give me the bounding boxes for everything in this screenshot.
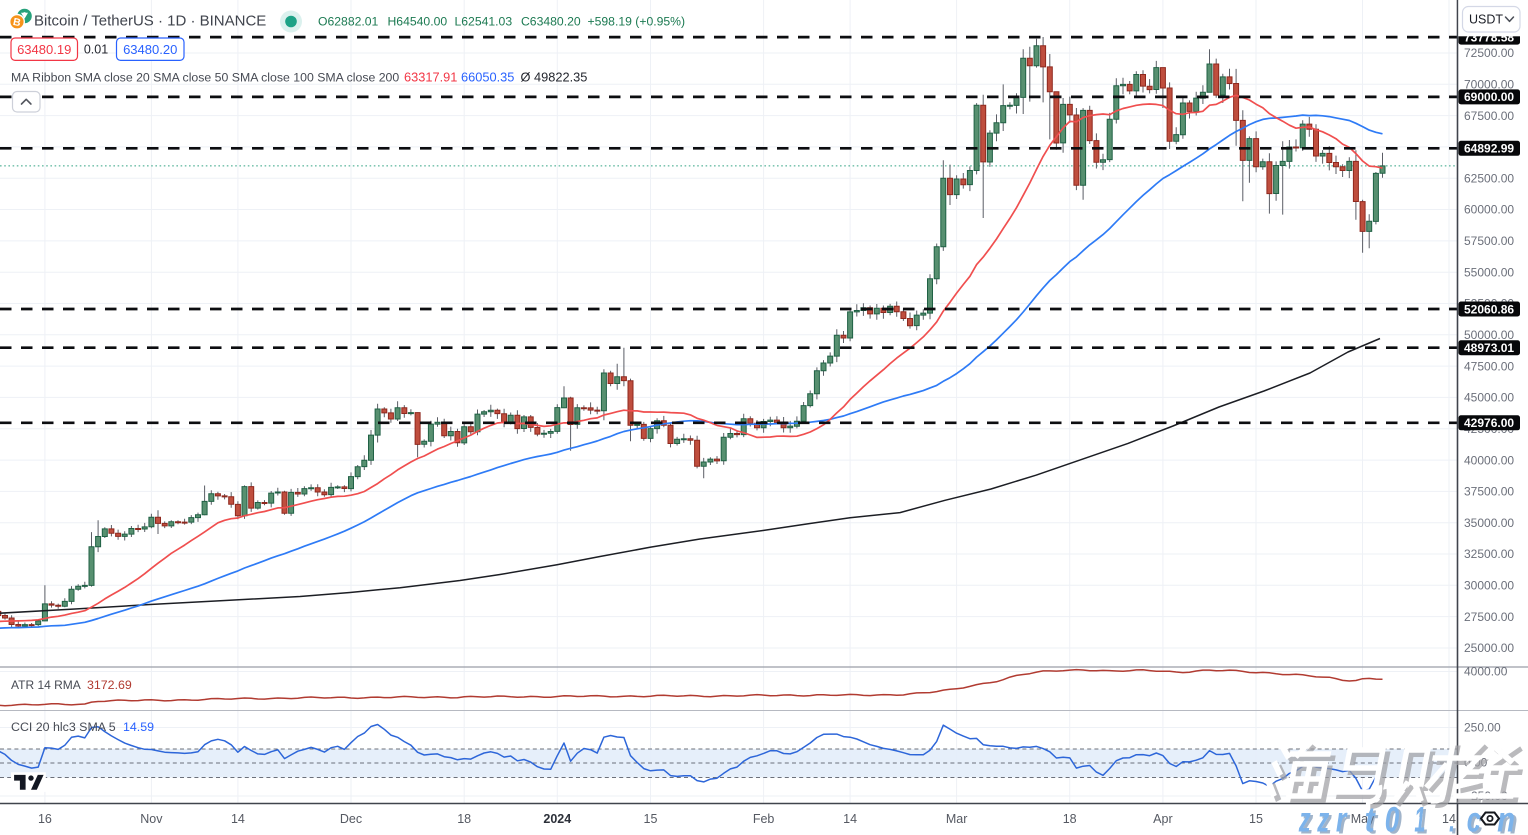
svg-text:Apr: Apr: [1153, 812, 1172, 826]
svg-text:45000.00: 45000.00: [1464, 391, 1514, 405]
svg-text:14: 14: [1442, 812, 1456, 826]
svg-text:3172.69: 3172.69: [87, 678, 132, 692]
svg-text:z: z: [1317, 801, 1330, 835]
svg-text:1: 1: [1417, 803, 1428, 835]
svg-text:67500.00: 67500.00: [1464, 109, 1514, 123]
svg-text:40000.00: 40000.00: [1464, 453, 1514, 467]
svg-text:18: 18: [457, 812, 471, 826]
svg-text:0: 0: [1387, 803, 1402, 835]
svg-text:55000.00: 55000.00: [1464, 265, 1514, 279]
svg-text:Dec: Dec: [340, 812, 362, 826]
svg-text:14: 14: [231, 812, 245, 826]
svg-text:Feb: Feb: [753, 812, 775, 826]
svg-text:63480.19: 63480.19: [17, 42, 71, 57]
svg-text:Bitcoin / TetherUS · 1D · BINA: Bitcoin / TetherUS · 1D · BINANCE: [34, 13, 266, 30]
svg-text:69000.00: 69000.00: [1464, 90, 1514, 104]
svg-text:H64540.00: H64540.00: [388, 15, 448, 29]
svg-text:L62541.03: L62541.03: [455, 15, 513, 29]
svg-text:25000.00: 25000.00: [1464, 641, 1514, 655]
svg-text:16: 16: [38, 812, 52, 826]
svg-text:70000.00: 70000.00: [1464, 78, 1514, 92]
svg-text:c: c: [1469, 803, 1483, 835]
svg-text:32500.00: 32500.00: [1464, 547, 1514, 561]
svg-text:30000.00: 30000.00: [1464, 579, 1514, 593]
svg-text:14.59: 14.59: [123, 720, 154, 734]
svg-text:t: t: [1367, 803, 1378, 835]
svg-text:z: z: [1319, 803, 1332, 835]
svg-text:42976.00: 42976.00: [1464, 416, 1514, 430]
svg-text:+598.19 (+0.95%): +598.19 (+0.95%): [588, 15, 686, 29]
svg-text:MA Ribbon SMA close 20 SMA clo: MA Ribbon SMA close 20 SMA close 50 SMA …: [11, 71, 399, 85]
svg-text:z: z: [1301, 803, 1314, 835]
svg-text:72500.00: 72500.00: [1464, 46, 1514, 60]
svg-text:t: t: [1365, 801, 1376, 835]
svg-text:250.00: 250.00: [1464, 721, 1501, 735]
svg-text:.: .: [1452, 803, 1458, 835]
svg-text:47500.00: 47500.00: [1464, 359, 1514, 373]
svg-text:62500.00: 62500.00: [1464, 171, 1514, 185]
svg-text:CCI 20 hlc3 SMA 5: CCI 20 hlc3 SMA 5: [11, 720, 116, 734]
svg-text:May: May: [1351, 812, 1375, 826]
svg-text:63317.91: 63317.91: [404, 70, 457, 85]
svg-text:.: .: [1449, 801, 1455, 835]
svg-text:50000.00: 50000.00: [1464, 328, 1514, 342]
svg-text:18: 18: [1063, 812, 1077, 826]
svg-text:B: B: [12, 16, 22, 29]
svg-text:Nov: Nov: [140, 812, 163, 826]
svg-text:14: 14: [843, 812, 857, 826]
svg-text:c: c: [1467, 801, 1481, 835]
svg-text:O62882.01: O62882.01: [318, 15, 379, 29]
svg-text:0.01: 0.01: [84, 43, 108, 57]
svg-text:37500.00: 37500.00: [1464, 485, 1514, 499]
svg-text:35000.00: 35000.00: [1464, 516, 1514, 530]
svg-text:57500.00: 57500.00: [1464, 234, 1514, 248]
svg-text:C63480.20: C63480.20: [521, 15, 581, 29]
svg-text:2024: 2024: [543, 812, 571, 826]
svg-text:r: r: [1339, 803, 1351, 835]
svg-text:60000.00: 60000.00: [1464, 203, 1514, 217]
svg-text:Mar: Mar: [946, 812, 968, 826]
svg-text:n: n: [1497, 801, 1515, 835]
svg-text:27500.00: 27500.00: [1464, 610, 1514, 624]
svg-text:66050.35: 66050.35: [461, 70, 514, 85]
svg-text:r: r: [1336, 801, 1348, 835]
svg-text:USDT: USDT: [1469, 13, 1503, 27]
svg-text:15: 15: [644, 812, 658, 826]
svg-text:n: n: [1500, 803, 1518, 835]
svg-text:15: 15: [1249, 812, 1263, 826]
svg-text:Ø 49822.35: Ø 49822.35: [521, 70, 588, 85]
svg-text:48973.01: 48973.01: [1464, 341, 1514, 355]
svg-text:63480.20: 63480.20: [123, 42, 177, 57]
svg-text:z: z: [1298, 801, 1311, 835]
svg-text:52060.86: 52060.86: [1464, 302, 1514, 316]
svg-text:1: 1: [1414, 801, 1425, 835]
svg-text:ATR 14 RMA: ATR 14 RMA: [11, 678, 81, 692]
svg-text:64892.99: 64892.99: [1464, 142, 1514, 156]
svg-text:4000.00: 4000.00: [1464, 665, 1508, 679]
svg-text:0: 0: [1385, 801, 1400, 835]
